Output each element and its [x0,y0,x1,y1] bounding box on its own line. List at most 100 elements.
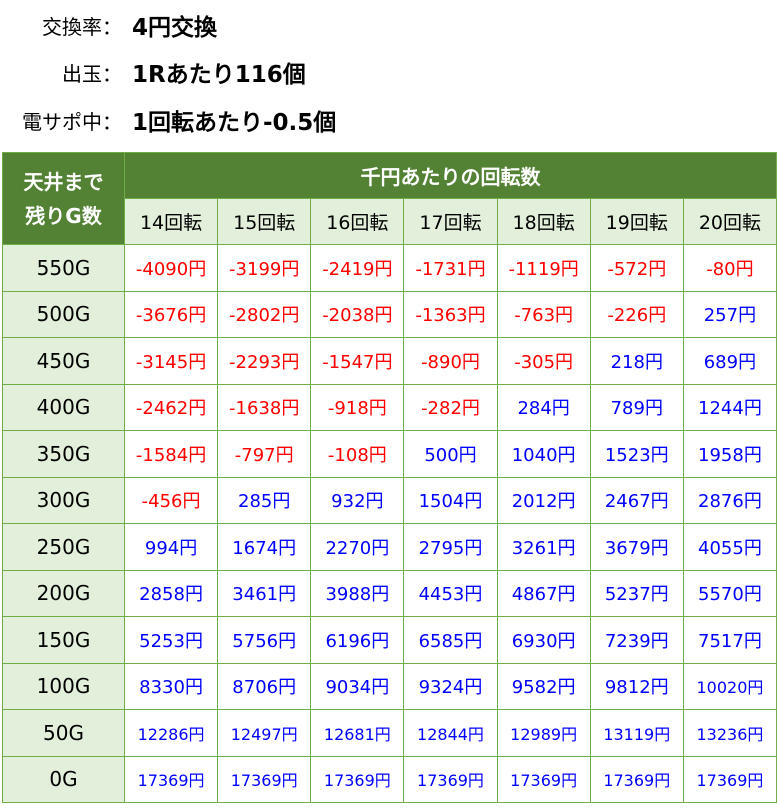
value-cell: 932円 [310,476,405,524]
value-cell: 2467円 [589,476,684,524]
table-row: 400G -2462円 -1638円 -918円 -282円 284円 789円 1244円 [2,383,777,431]
value-cell: 7517円 [682,616,777,664]
value-cell: -1119円 [496,244,591,292]
value-cell: -2802円 [217,290,312,338]
value-cell: -3676円 [123,290,219,338]
info-label: 交換率： [42,14,122,39]
value-cell: 9034円 [310,662,405,710]
column-header: 18回転 [496,198,591,245]
row-header: 350G [2,430,125,478]
table-row: 100G 8330円 8706円 9034円 9324円 9582円 9812円 10020円 [2,662,777,710]
row-header: 100G [2,662,125,710]
value-cell: 2270円 [310,523,405,571]
value-cell: -918円 [310,383,405,431]
value-cell: 3461円 [217,569,312,617]
value-cell: -1584円 [123,430,219,478]
value-cell: 6930円 [496,616,591,664]
table-row: 350G -1584円 -797円 -108円 500円 1040円 1523円 1958円 [2,430,777,478]
value-cell: 689円 [682,337,777,385]
value-cell: 5756円 [217,616,312,664]
value-cell: -797円 [217,430,312,478]
row-header: 450G [2,337,125,385]
value-cell: 1040円 [496,430,591,478]
row-header: 0G [2,755,125,803]
info-value: 1Rあたり116個 [132,62,306,88]
row-header: 300G [2,476,125,524]
row-header: 150G [2,616,125,664]
value-cell: 257円 [682,290,777,338]
column-header: 16回転 [310,198,405,245]
value-cell: -3145円 [123,337,219,385]
value-cell: -456円 [123,476,219,524]
value-cell: 9812円 [589,662,684,710]
expected-value-table: 天井まで 残りG数 千円あたりの回転数 14回転 15回転 16回転 17回転 18回転… [2,152,777,803]
value-cell: 13236円 [682,709,777,757]
table-row: 550G -4090円 -3199円 -2419円 -1731円 -1119円 -572円 -… [2,244,777,292]
value-cell: 789円 [589,383,684,431]
value-cell: 1523円 [589,430,684,478]
value-cell: -1547円 [310,337,405,385]
row-header: 500G [2,290,125,338]
table-row: 0G 17369円 17369円 17369円 17369円 17369円 17369円 17… [2,755,777,803]
value-cell: 1674円 [217,523,312,571]
value-cell: -305円 [496,337,591,385]
value-cell: 5253円 [123,616,219,664]
column-header: 20回転 [682,198,777,245]
value-cell: 5570円 [682,569,777,617]
value-cell: 9324円 [403,662,498,710]
value-cell: 500円 [403,430,498,478]
info-exchange-rate: 交換率： 4円交換 [0,5,217,45]
value-cell: -2293円 [217,337,312,385]
value-cell: 3261円 [496,523,591,571]
value-cell: 4867円 [496,569,591,617]
corner-header: 天井まで 残りG数 [2,152,125,245]
value-cell: 8330円 [123,662,219,710]
value-cell: -572円 [589,244,684,292]
table-row: 50G 12286円 12497円 12681円 12844円 12989円 13119円 1… [2,709,777,757]
group-header: 千円あたりの回転数 [124,152,777,199]
table-row: 500G -3676円 -2802円 -2038円 -1363円 -763円 -226円 25… [2,290,777,338]
row-header: 250G [2,523,125,571]
value-cell: -108円 [310,430,405,478]
row-header: 400G [2,383,125,431]
value-cell: 17369円 [589,755,684,803]
info-value: 4円交換 [132,15,218,41]
table-row: 300G -456円 285円 932円 1504円 2012円 2467円 2876円 [2,476,777,524]
info-payout: 出玉： 1Rあたり116個 [0,52,306,92]
row-header: 200G [2,569,125,617]
value-cell: 10020円 [682,662,777,710]
column-header: 19回転 [589,198,684,245]
info-label: 電サポ中： [22,109,122,134]
corner-line: 天井まで [23,169,104,194]
value-cell: 17369円 [682,755,777,803]
value-cell: 2876円 [682,476,777,524]
column-header: 14回転 [123,198,219,245]
value-cell: 284円 [496,383,591,431]
value-cell: 17369円 [217,755,312,803]
column-header: 15回転 [217,198,312,245]
value-cell: -2419円 [310,244,405,292]
value-cell: -226円 [589,290,684,338]
value-cell: 17369円 [403,755,498,803]
value-cell: 6585円 [403,616,498,664]
value-cell: -890円 [403,337,498,385]
value-cell: 5237円 [589,569,684,617]
value-cell: -80円 [682,244,777,292]
table-row: 450G -3145円 -2293円 -1547円 -890円 -305円 218円 689円 [2,337,777,385]
corner-line: 残りG数 [25,203,102,228]
value-cell: 994円 [123,523,219,571]
value-cell: 9582円 [496,662,591,710]
value-cell: 1504円 [403,476,498,524]
row-header: 50G [2,709,125,757]
value-cell: -2462円 [123,383,219,431]
value-cell: -1731円 [403,244,498,292]
value-cell: -4090円 [123,244,219,292]
value-cell: -3199円 [217,244,312,292]
value-cell: 7239円 [589,616,684,664]
value-cell: 12989円 [496,709,591,757]
row-header: 550G [2,244,125,292]
table-row: 150G 5253円 5756円 6196円 6585円 6930円 7239円 7517円 [2,616,777,664]
value-cell: 3679円 [589,523,684,571]
value-cell: 17369円 [123,755,219,803]
value-cell: -1638円 [217,383,312,431]
